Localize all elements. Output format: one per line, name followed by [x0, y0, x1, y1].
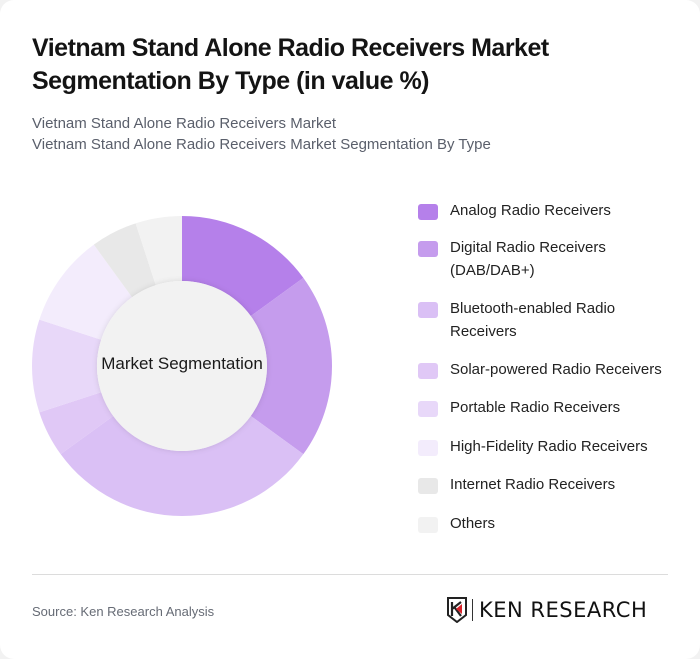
legend-swatch: [418, 204, 438, 220]
donut-slice[interactable]: [39, 392, 114, 455]
legend-item-digital[interactable]: Digital Radio Receivers (DAB/DAB+): [418, 236, 640, 282]
source-note: Source: Ken Research Analysis: [32, 604, 215, 619]
donut-slice[interactable]: [135, 216, 182, 286]
donut-slice[interactable]: [60, 415, 304, 516]
legend-item-solar[interactable]: Solar-powered Radio Receivers: [418, 358, 690, 381]
donut-chart: [32, 216, 332, 516]
legend-label: Analog Radio Receivers: [450, 202, 611, 219]
donut-center-label: Market Segmentation: [101, 354, 263, 373]
legend-item-portable[interactable]: Portable Radio Receivers: [418, 396, 670, 419]
donut-hole: [97, 281, 267, 451]
donut-slice[interactable]: [39, 244, 133, 340]
legend-label: Portable Radio Receivers: [450, 399, 621, 416]
donut-slice[interactable]: [93, 223, 156, 298]
legend-swatch: [418, 517, 438, 533]
donut-slices: [32, 216, 332, 516]
legend-label: Solar-powered Radio Receivers: [450, 361, 662, 378]
legend-label: High-Fidelity Radio Receivers: [450, 438, 648, 455]
chart-title: Vietnam Stand Alone Radio Receivers Mark…: [32, 34, 549, 95]
legend-swatch: [418, 440, 438, 456]
donut-slice[interactable]: [182, 216, 304, 317]
legend-item-analog[interactable]: Analog Radio Receivers: [418, 199, 670, 222]
legend-item-hifi[interactable]: High-Fidelity Radio Receivers: [418, 435, 670, 458]
legend-swatch: [418, 478, 438, 494]
logo-text: KEN RESEARCH: [479, 598, 648, 622]
legend-label: Bluetooth-enabled Radio Receivers: [450, 300, 616, 340]
legend-label: Others: [450, 515, 496, 532]
chart-subtitle: Vietnam Stand Alone Radio Receivers Mark…: [32, 113, 491, 155]
subtitle-line-1: Vietnam Stand Alone Radio Receivers Mark…: [32, 115, 337, 132]
subtitle-line-2: Vietnam Stand Alone Radio Receivers Mark…: [32, 136, 491, 153]
legend-item-internet[interactable]: Internet Radio Receivers: [418, 473, 670, 496]
donut-slice[interactable]: [250, 277, 332, 455]
legend-swatch: [418, 363, 438, 379]
legend-item-others[interactable]: Others: [418, 512, 670, 535]
legend-swatch: [418, 302, 438, 318]
legend-swatch: [418, 241, 438, 257]
legend-item-bluetooth[interactable]: Bluetooth-enabled Radio Receivers: [418, 297, 640, 343]
donut-slice[interactable]: [32, 319, 102, 413]
ken-research-logo: KEN RESEARCH: [447, 597, 647, 623]
footer-divider: [32, 574, 668, 575]
legend-label: Digital Radio Receivers (DAB/DAB+): [450, 239, 606, 279]
legend-swatch: [418, 401, 438, 417]
logo-divider: [472, 599, 473, 621]
legend-label: Internet Radio Receivers: [450, 476, 616, 493]
ken-shield-icon: [447, 597, 467, 623]
